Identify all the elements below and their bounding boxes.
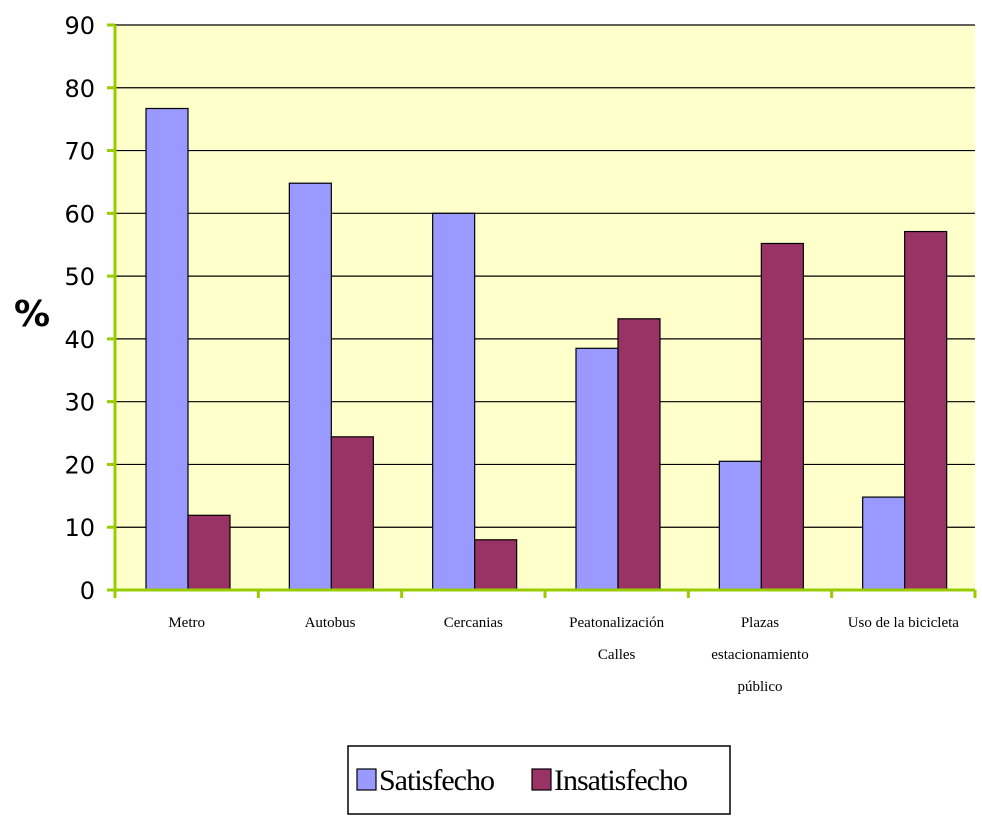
bar-satisfecho-1 <box>288 182 332 591</box>
gridlines <box>115 24 975 528</box>
bar-insatisfecho-1 <box>330 436 374 591</box>
y-tick-labels: 0 10 20 30 40 50 60 70 80 90 <box>64 12 95 605</box>
bar-satisfecho-0 <box>145 107 189 591</box>
y-tick-label: 70 <box>64 138 95 166</box>
legend-swatch-satisfecho <box>356 768 377 791</box>
x-tick-label: Peatonalización <box>569 615 664 631</box>
y-tick-label: 90 <box>64 12 95 40</box>
y-tick-label: 80 <box>64 75 95 103</box>
bar-insatisfecho-0 <box>187 514 231 591</box>
x-tick-label: Plazas <box>741 615 779 631</box>
bar-insatisfecho-3 <box>617 318 661 591</box>
bar-insatisfecho-4 <box>760 242 804 591</box>
legend-swatch-insatisfecho <box>531 768 552 791</box>
y-tick-label: 60 <box>64 200 95 228</box>
y-tick-label: 50 <box>64 263 95 291</box>
bar-insatisfecho-5 <box>904 230 948 591</box>
y-tick-label: 40 <box>64 326 95 354</box>
x-tick-label: Calles <box>598 647 636 663</box>
legend-label-satisfecho: Satisfecho <box>379 764 494 797</box>
plot-area <box>115 25 975 590</box>
bar-satisfecho-5 <box>862 496 906 591</box>
x-tick-label: Uso de la bicicleta <box>848 615 960 631</box>
legend-label-insatisfecho: Insatisfecho <box>554 764 687 797</box>
y-axis-label: % <box>14 294 50 335</box>
bar-insatisfecho-2 <box>474 539 518 591</box>
x-tick-label: Metro <box>168 615 205 631</box>
x-tick-label: público <box>738 679 783 695</box>
y-tick-label: 30 <box>64 389 95 417</box>
legend: Satisfecho Insatisfecho <box>347 745 731 815</box>
x-tick-label: Cercanias <box>444 615 503 631</box>
bar-satisfecho-2 <box>432 212 476 591</box>
bars <box>145 107 948 591</box>
axes <box>107 23 977 598</box>
y-tick-label: 20 <box>64 451 95 479</box>
bar-satisfecho-4 <box>718 460 762 591</box>
x-tick-labels: Metro Autobus Cercanias Peatonalización Call… <box>168 615 959 695</box>
x-tick-label: estacionamiento <box>711 647 808 663</box>
y-tick-label: 0 <box>80 577 95 605</box>
y-tick-label: 10 <box>64 514 95 542</box>
x-tick-label: Autobus <box>305 615 356 631</box>
bar-satisfecho-3 <box>575 347 619 591</box>
